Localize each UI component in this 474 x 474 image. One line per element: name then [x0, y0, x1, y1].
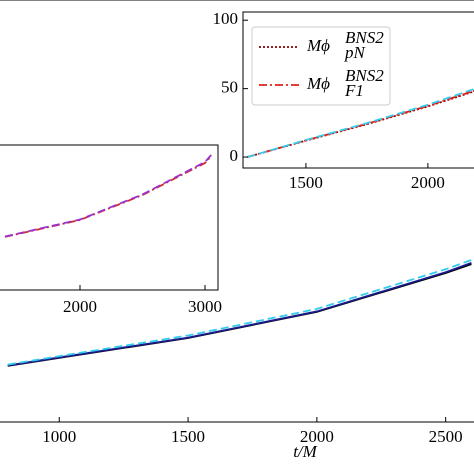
- x-tick-label: 2000: [411, 173, 445, 192]
- plot-lines: [7, 259, 472, 367]
- legend-subscript: F1: [344, 81, 364, 100]
- legend-label: Mϕ: [306, 74, 330, 93]
- series-line: [7, 262, 472, 367]
- x-tick-label: 2000: [63, 297, 97, 316]
- y-tick-label: 50: [221, 78, 238, 97]
- series-line: [247, 88, 474, 158]
- x-tick-label: 2000: [300, 427, 334, 446]
- y-tick-label: 0: [230, 146, 239, 165]
- x-tick-label: 2500: [429, 427, 463, 446]
- x-tick-label: 1500: [171, 427, 205, 446]
- x-axis-label: t/M: [293, 442, 317, 461]
- legend-subscript: pN: [344, 43, 367, 62]
- series-line: [7, 259, 472, 366]
- x-tick-label: 1500: [289, 173, 323, 192]
- plot-area: [0, 144, 219, 291]
- y-tick-label: 100: [213, 9, 239, 28]
- plot-lines: [4, 154, 212, 238]
- legend-superscript: BNS2: [345, 28, 384, 47]
- legend-label: Mϕ: [306, 36, 330, 55]
- x-tick-label: 3000: [188, 297, 222, 316]
- plot-lines: [247, 88, 474, 158]
- x-tick-label: 1000: [42, 427, 76, 446]
- legend-superscript: BNS2: [345, 66, 384, 85]
- series-line: [4, 154, 212, 238]
